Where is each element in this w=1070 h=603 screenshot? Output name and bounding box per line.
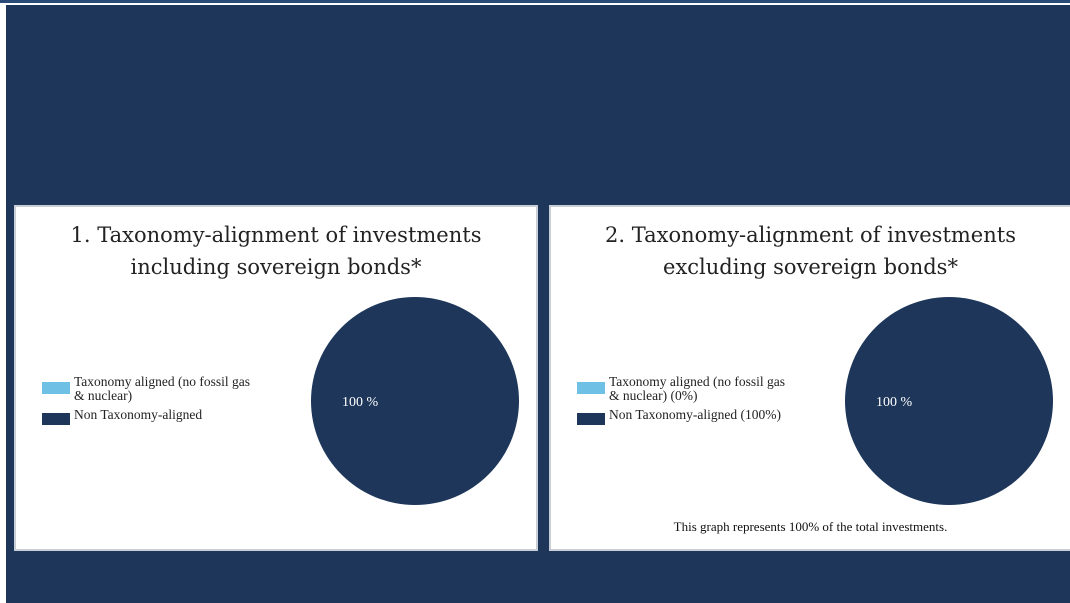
left-border bbox=[0, 5, 6, 603]
legend-swatch bbox=[42, 413, 70, 425]
top-border bbox=[0, 0, 1070, 3]
pie-chart: 100 % bbox=[311, 297, 519, 505]
legend-label: Taxonomy aligned (no fossil gas & nuclea… bbox=[74, 374, 251, 403]
pie-chart: 100 % bbox=[845, 297, 1053, 505]
pie-data-label: 100 % bbox=[876, 395, 913, 410]
pie-slice-1 bbox=[311, 297, 519, 505]
pie-slice-1 bbox=[845, 297, 1053, 505]
legend-label: Taxonomy aligned (no fossil gas & nuclea… bbox=[609, 374, 786, 403]
legend-label: Non Taxonomy-aligned bbox=[74, 407, 203, 422]
legend-label: Non Taxonomy-aligned (100%) bbox=[609, 407, 782, 422]
chart-panel-including-sovereign-bonds: 1. Taxonomy-alignment of investments inc… bbox=[14, 205, 538, 551]
chart-title: 2. Taxonomy-alignment of investments exc… bbox=[605, 223, 1016, 279]
chart-panel-excluding-sovereign-bonds: 2. Taxonomy-alignment of investments exc… bbox=[549, 205, 1070, 551]
pie-data-label: 100 % bbox=[342, 395, 379, 410]
legend-swatch bbox=[577, 382, 605, 394]
chart-title: 1. Taxonomy-alignment of investments inc… bbox=[70, 223, 482, 279]
chart-footnote: This graph represents 100% of the total … bbox=[673, 519, 948, 534]
legend-swatch bbox=[42, 382, 70, 394]
legend-swatch bbox=[577, 413, 605, 425]
top-border-highlight bbox=[0, 3, 1070, 5]
